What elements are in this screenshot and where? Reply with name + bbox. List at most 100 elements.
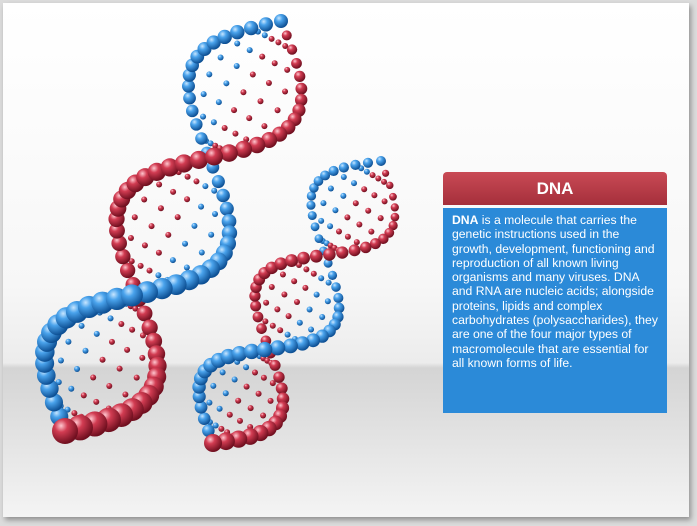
base-pair-dot [78, 322, 85, 329]
base-pair-dot [198, 249, 205, 256]
base-pair-dot [216, 405, 223, 412]
base-pair-dot [174, 214, 181, 221]
strand-bead [359, 241, 372, 254]
strand-bead [250, 300, 262, 312]
base-pair-dot [268, 35, 275, 42]
base-pair-dot [191, 222, 198, 229]
strand-bead [323, 248, 336, 261]
base-pair-dot [208, 231, 215, 238]
strand-bead [216, 188, 230, 203]
strand-bead [185, 104, 199, 118]
base-pair-dot [93, 398, 100, 405]
base-pair-dot [243, 136, 250, 143]
strand-bead [276, 392, 290, 406]
strand-bead [195, 132, 208, 145]
base-pair-dot [80, 392, 87, 399]
dna-helix-small [192, 156, 400, 452]
strand-bead [258, 17, 273, 32]
base-pair-dot [259, 53, 266, 60]
base-pair-dot [325, 279, 332, 286]
strand-bead [362, 157, 374, 168]
base-pair-dot [318, 275, 325, 282]
strand-bead [205, 147, 224, 166]
strand-bead [243, 343, 260, 360]
base-pair-dot [268, 283, 275, 290]
dna-helix-illustration [35, 14, 400, 452]
base-pair-dot [255, 390, 262, 397]
base-pair-dot [320, 200, 327, 207]
strand-bead [217, 29, 232, 45]
base-pair-dot [165, 231, 172, 238]
strand-bead [307, 211, 317, 221]
base-pair-dot [108, 338, 115, 345]
strand-bead [269, 359, 281, 371]
base-pair-dot [106, 383, 113, 390]
base-pair-dot [306, 306, 313, 313]
base-pair-dot [271, 60, 278, 67]
base-pair-dot [336, 228, 342, 235]
strand-bead [386, 181, 394, 190]
base-pair-dot [217, 54, 224, 61]
base-pair-dot [148, 223, 155, 230]
panel-header: DNA [443, 172, 667, 205]
base-pair-dot [211, 187, 218, 194]
strand-bead [336, 246, 349, 259]
base-pair-dot [260, 374, 267, 381]
strand-bead [174, 154, 194, 173]
base-pair-dot [184, 196, 191, 203]
panel-title: DNA [536, 178, 574, 198]
base-pair-dot [222, 390, 229, 397]
base-pair-dot [68, 385, 75, 392]
strand-bead [141, 319, 158, 336]
base-pair-dot [235, 397, 242, 404]
base-pair-dot [282, 88, 289, 95]
panel-body-bold: DNA [452, 213, 479, 227]
base-pair-dot [351, 180, 358, 187]
base-pair-dot [274, 107, 281, 114]
base-pair-dot [368, 228, 375, 235]
base-pair-dot [156, 181, 163, 188]
base-pair-dot [93, 330, 100, 337]
base-pair-dot [218, 425, 225, 432]
base-pair-dot [243, 383, 250, 390]
base-pair-dot [340, 174, 347, 181]
base-pair-dot [313, 291, 320, 298]
base-pair-dot [122, 391, 129, 398]
base-pair-dot [291, 278, 298, 285]
base-pair-dot [294, 299, 300, 305]
base-pair-dot [303, 266, 310, 273]
base-pair-dot [107, 315, 114, 322]
strand-bead [310, 222, 320, 232]
base-pair-dot [198, 203, 205, 210]
base-pair-dot [277, 327, 284, 334]
base-pair-dot [353, 239, 360, 246]
base-pair-dot [365, 207, 372, 214]
strand-bead [136, 305, 153, 322]
base-pair-dot [146, 267, 153, 274]
base-pair-dot [327, 223, 334, 230]
base-pair-dot [243, 364, 250, 371]
base-pair-dot [219, 369, 226, 376]
strand-bead [314, 234, 324, 244]
base-pair-dot [170, 188, 177, 195]
base-pair-dot [279, 271, 286, 278]
strand-bead [309, 183, 319, 193]
strand-bead [109, 222, 125, 239]
base-pair-dot [200, 113, 207, 120]
strand-bead [204, 434, 222, 452]
base-pair-dot [344, 233, 351, 240]
strand-bead [338, 162, 349, 173]
base-pair-dot [127, 235, 134, 242]
strand-bead [275, 382, 288, 395]
strand-bead [294, 70, 306, 83]
base-pair-dot [233, 62, 240, 69]
base-pair-dot [133, 374, 140, 381]
strand-bead [295, 82, 308, 95]
strand-bead [376, 156, 386, 166]
strand-bead [297, 251, 310, 265]
strand-bead [194, 400, 208, 414]
base-pair-dot [212, 210, 219, 217]
strand-bead [230, 24, 245, 40]
strand-bead [306, 333, 321, 348]
base-pair-dot [132, 305, 139, 312]
